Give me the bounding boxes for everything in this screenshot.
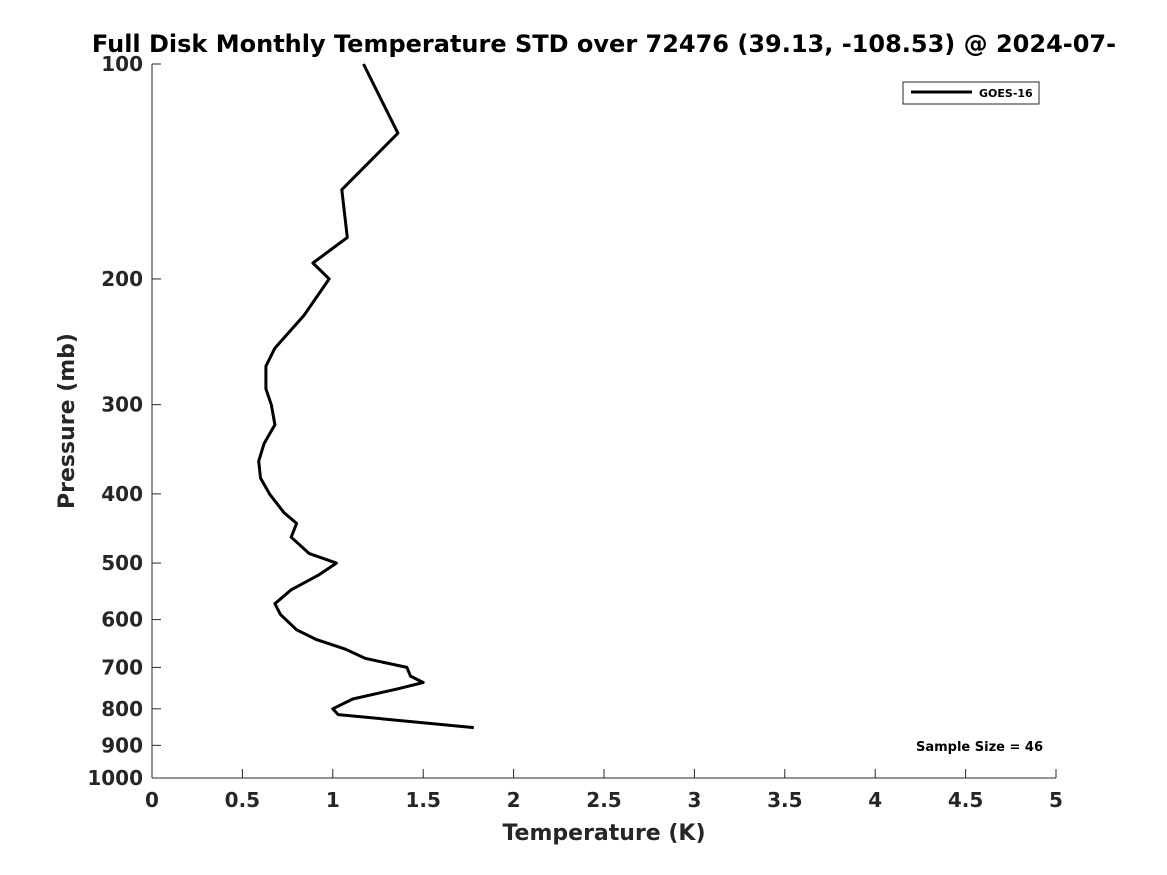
y-tick-label: 900	[101, 733, 143, 757]
x-tick-label: 2	[507, 788, 521, 812]
y-axis-label: Pressure (mb)	[55, 333, 80, 509]
legend: GOES-16	[902, 81, 1040, 105]
y-axis-ticks: 100 200 300 400 500 600 700 800 900 1000	[87, 52, 161, 790]
x-tick-label: 3.5	[767, 788, 802, 812]
series-layer	[257, 63, 474, 730]
y-tick-label: 500	[101, 551, 143, 575]
y-tick-label: 300	[101, 393, 143, 417]
y-tick-label: 700	[101, 655, 143, 679]
x-tick-label: 2.5	[586, 788, 621, 812]
y-tick-label: 600	[101, 608, 143, 632]
x-tick-label: 0	[145, 788, 159, 812]
x-tick-label: 5	[1049, 788, 1063, 812]
y-tick-label: 100	[101, 52, 143, 76]
x-tick-label: 3	[687, 788, 701, 812]
y-tick-label: 1000	[87, 766, 143, 790]
plot-area: 0 0.5 1 1.5 2 2.5 3 3.5 4 4.5 5 100 200 300 400 500 600…	[87, 52, 1063, 812]
x-tick-label: 0.5	[225, 788, 260, 812]
y-tick-label: 400	[101, 482, 143, 506]
x-tick-label: 4	[868, 788, 882, 812]
y-tick-label: 800	[101, 697, 143, 721]
y-tick-label: 200	[101, 267, 143, 291]
sample-size-annotation: Sample Size = 46	[916, 740, 1043, 755]
x-axis-ticks: 0 0.5 1 1.5 2 2.5 3 3.5 4 4.5 5	[145, 769, 1063, 812]
x-tick-label: 1.5	[405, 788, 440, 812]
x-tick-label: 4.5	[948, 788, 983, 812]
x-tick-label: 1	[326, 788, 340, 812]
chart-title: Full Disk Monthly Temperature STD over 7…	[92, 30, 1116, 58]
x-axis-label: Temperature (K)	[502, 821, 705, 846]
legend-label-goes-16: GOES-16	[979, 87, 1033, 100]
series-line-goes-16	[257, 63, 474, 730]
